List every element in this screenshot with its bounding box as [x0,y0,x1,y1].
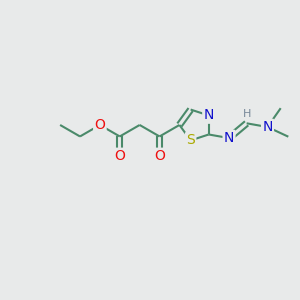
Text: S: S [186,134,195,147]
Text: N: N [204,109,214,122]
Text: O: O [154,149,165,163]
Text: H: H [242,109,251,119]
Text: N: N [262,120,273,134]
Text: O: O [114,149,125,163]
Text: N: N [224,131,234,145]
Text: O: O [94,118,105,132]
